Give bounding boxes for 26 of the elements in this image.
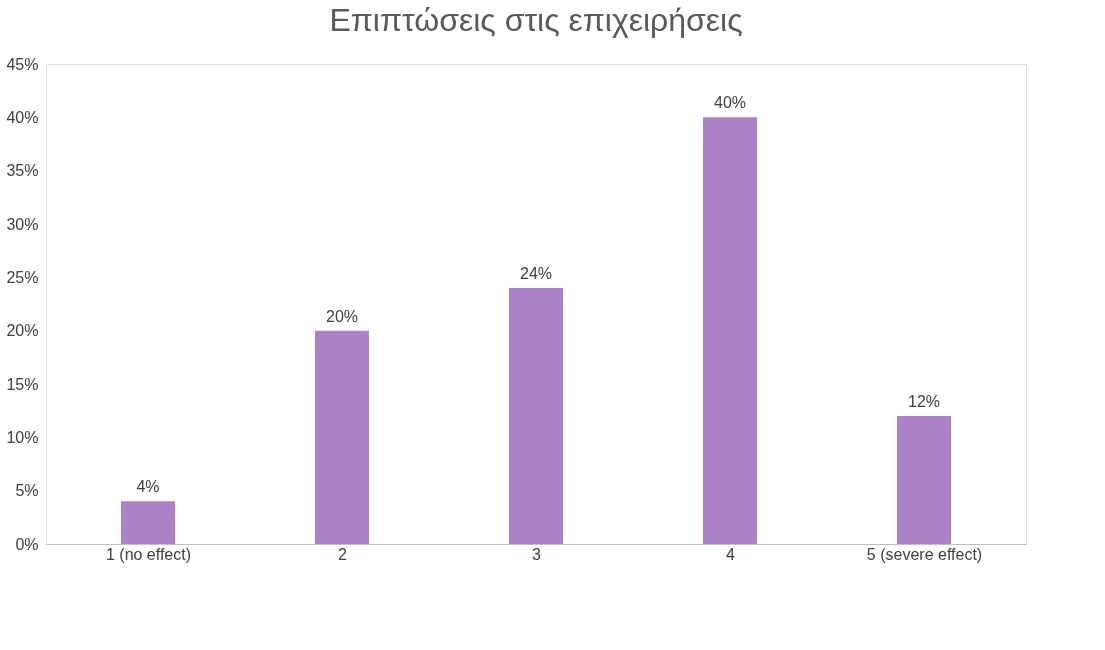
x-tick-label: 5 (severe effect) (866, 545, 983, 563)
y-tick-label: 45% (6, 55, 39, 73)
bar (121, 501, 175, 544)
x-tick-label: 4 (726, 545, 736, 563)
y-tick-label: 35% (6, 162, 39, 180)
bar (897, 416, 951, 544)
x-tick-label: 1 (no effect) (105, 545, 192, 563)
y-tick-label: 25% (6, 268, 39, 286)
y-tick-label: 5% (15, 482, 39, 500)
y-tick-label: 10% (6, 428, 39, 446)
bar (509, 288, 563, 544)
chart-title: Επιπτώσεις στις επιχειρήσεις (329, 2, 743, 38)
y-tick-label: 40% (6, 108, 39, 126)
x-tick-label: 3 (532, 545, 542, 563)
data-label: 20% (325, 307, 359, 325)
data-label: 4% (136, 478, 160, 496)
y-tick-label: 20% (6, 322, 39, 340)
data-label: 40% (713, 94, 747, 112)
bar (703, 117, 757, 544)
y-tick-label: 15% (6, 375, 39, 393)
data-label: 24% (519, 265, 553, 282)
y-tick-label: 30% (6, 215, 39, 233)
data-label: 12% (907, 393, 941, 410)
x-tick-label: 2 (338, 545, 348, 563)
bar (315, 330, 369, 544)
y-tick-label: 0% (15, 535, 39, 553)
